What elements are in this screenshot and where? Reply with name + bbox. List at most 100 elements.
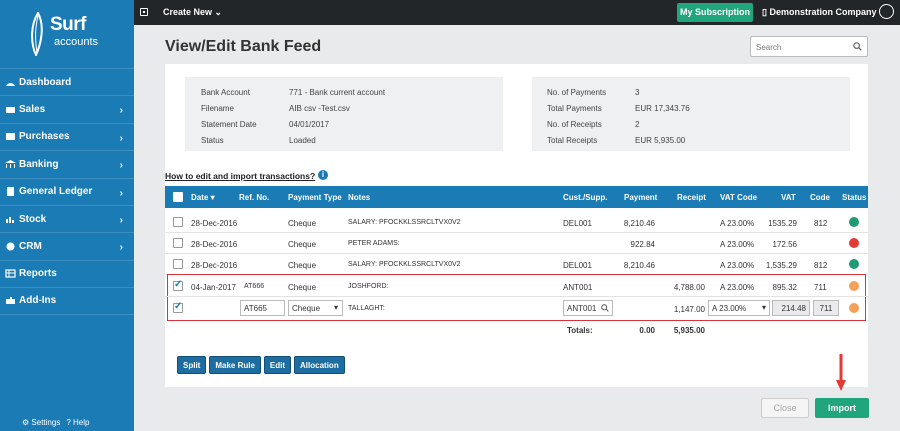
info-value: EUR 17,343.76	[635, 104, 690, 113]
table-row-editing[interactable]: ✓ AT665 Cheque ▾ TALLAGHT: ANT001 1,147.0…	[165, 297, 868, 319]
create-new-menu[interactable]: Create New ⌄	[163, 7, 222, 18]
row-checkbox[interactable]: ✓	[173, 301, 183, 313]
row-checkbox[interactable]	[173, 259, 183, 269]
edit-button[interactable]: Edit	[263, 356, 292, 374]
info-icon[interactable]: i	[318, 170, 328, 180]
col-vat[interactable]: VAT	[781, 193, 796, 202]
vat-amount-field[interactable]: 214.48	[772, 300, 810, 316]
sidebar-item-label: Dashboard	[19, 76, 72, 88]
company-name: Demonstration Company	[769, 7, 877, 17]
col-date[interactable]: Date ▾	[191, 193, 215, 202]
table-row[interactable]: 28-Dec-2016 Cheque SALARY: PFOCKKLSSRCLT…	[165, 254, 868, 275]
user-avatar-icon[interactable]	[879, 4, 894, 19]
company-selector[interactable]: ▯ Demonstration Company	[762, 7, 876, 18]
col-ref[interactable]: Ref. No.	[239, 193, 270, 202]
col-receipt[interactable]: Receipt	[677, 193, 706, 202]
sidebar-item-banking[interactable]: Banking ›	[0, 150, 134, 177]
sidebar-item-add-ins[interactable]: Add-Ins	[0, 287, 134, 315]
gear-icon: ⚙	[22, 418, 30, 427]
chevron-down-icon: ▾	[761, 303, 766, 312]
sidebar-item-sales[interactable]: Sales ›	[0, 95, 134, 122]
status-indicator	[849, 281, 859, 291]
customer-lookup-input[interactable]: ANT001	[563, 300, 613, 316]
import-button[interactable]: Import	[815, 398, 869, 418]
cell-payment-type: Cheque	[288, 261, 317, 270]
info-label: Status	[201, 136, 224, 145]
sidebar-item-general-ledger[interactable]: General Ledger ›	[0, 177, 134, 205]
cell-payment: 8,210.46	[623, 261, 655, 270]
table-row[interactable]: 28-Dec-2016 Cheque PETER ADAMS: 922.84 A…	[165, 233, 868, 254]
cell-cust: ANT001	[563, 283, 593, 292]
col-cust-supp[interactable]: Cust./Supp.	[563, 193, 608, 202]
search-icon	[853, 42, 862, 51]
cell-payment-type: Cheque	[288, 240, 317, 249]
ref-input[interactable]: AT665	[240, 300, 285, 316]
surfboard-icon	[31, 12, 43, 56]
split-button[interactable]: Split	[177, 356, 207, 374]
row-checkbox[interactable]: ✓	[173, 279, 183, 291]
cell-ref: AT666	[244, 283, 265, 290]
sidebar-item-reports[interactable]: Reports	[0, 259, 134, 287]
cell-date: 28-Dec-2016	[191, 240, 238, 249]
row-checkbox[interactable]	[173, 217, 183, 227]
totals-info: No. of Payments 3 Total Payments EUR 17,…	[532, 77, 850, 151]
purchases-icon	[6, 133, 15, 141]
vat-code-select[interactable]: A 23.00% ▾	[708, 300, 770, 316]
addins-icon	[6, 297, 15, 305]
sidebar-toggle-icon[interactable]	[140, 8, 148, 16]
col-date-label: Date	[191, 193, 209, 202]
col-payment-type[interactable]: Payment Type	[288, 193, 342, 202]
help-link[interactable]: ? Help	[66, 418, 89, 427]
select-all-checkbox[interactable]	[173, 192, 183, 202]
how-to-link[interactable]: How to edit and import transactions?	[165, 171, 316, 181]
info-label: No. of Receipts	[547, 120, 602, 129]
dashboard-icon	[6, 82, 15, 86]
info-value: 3	[635, 88, 640, 97]
brand-sub: accounts	[54, 36, 99, 48]
sidebar-item-label: Stock	[19, 213, 47, 225]
my-subscription-button[interactable]: My Subscription	[677, 3, 753, 22]
sidebar-item-crm[interactable]: CRM ›	[0, 232, 134, 259]
col-status[interactable]: Status	[842, 193, 867, 202]
settings-link[interactable]: ⚙ Settings	[22, 418, 60, 427]
sidebar-item-label: CRM	[19, 241, 42, 253]
code-field[interactable]: 711	[813, 300, 839, 316]
cell-notes: SALARY: PFOCKKLSSRCLTVX0V2	[348, 261, 461, 268]
cell-cust: DEL001	[563, 261, 592, 270]
info-value: 771 - Bank current account	[289, 88, 386, 97]
help-label: Help	[73, 418, 90, 427]
sidebar-item-purchases[interactable]: Purchases ›	[0, 122, 134, 150]
info-label: Filename	[201, 104, 234, 113]
chevron-right-icon: ›	[119, 242, 123, 254]
cell-payment-type: Cheque	[288, 219, 317, 228]
settings-label: Settings	[31, 418, 61, 427]
info-label: Bank Account	[201, 88, 250, 97]
allocation-button[interactable]: Allocation	[294, 356, 345, 374]
table-row[interactable]: 28-Dec-2016 Cheque SALARY: PFOCKKLSSRCLT…	[165, 212, 868, 233]
ledger-icon	[7, 187, 14, 197]
surf-accounts-logo[interactable]: Surf accounts	[24, 10, 120, 60]
table-row[interactable]: ✓ 04-Jan-2017 AT666 Cheque JOSHFORD: ANT…	[165, 276, 868, 297]
chevron-right-icon: ›	[119, 160, 123, 172]
sidebar-footer: ⚙ Settings ? Help	[22, 418, 89, 427]
payment-type-select[interactable]: Cheque ▾	[288, 300, 343, 316]
code-value: 711	[819, 304, 833, 313]
vat-code-value: A 23.00%	[712, 304, 747, 313]
make-rule-button[interactable]: Make Rule	[209, 356, 261, 374]
sidebar-item-dashboard[interactable]: Dashboard	[0, 68, 134, 95]
col-notes[interactable]: Notes	[348, 193, 371, 202]
bank-feed-panel: Bank Account 771 - Bank current account …	[165, 64, 868, 387]
search-input[interactable]: Search	[750, 36, 868, 57]
sidebar-item-label: Purchases	[19, 131, 70, 143]
question-icon: ?	[66, 418, 71, 427]
sidebar-item-stock[interactable]: Stock ›	[0, 204, 134, 232]
chevron-right-icon: ›	[119, 132, 123, 144]
col-code[interactable]: Code	[810, 193, 830, 202]
row-checkbox[interactable]	[173, 238, 183, 248]
checkmark-icon: ✓	[174, 279, 183, 290]
cell-vat: 895.32	[772, 283, 797, 292]
row-action-buttons: Split Make Rule Edit Allocation	[177, 356, 345, 374]
close-button[interactable]: Close	[761, 398, 809, 418]
col-payment[interactable]: Payment	[624, 193, 658, 202]
col-vat-code[interactable]: VAT Code	[720, 193, 758, 202]
